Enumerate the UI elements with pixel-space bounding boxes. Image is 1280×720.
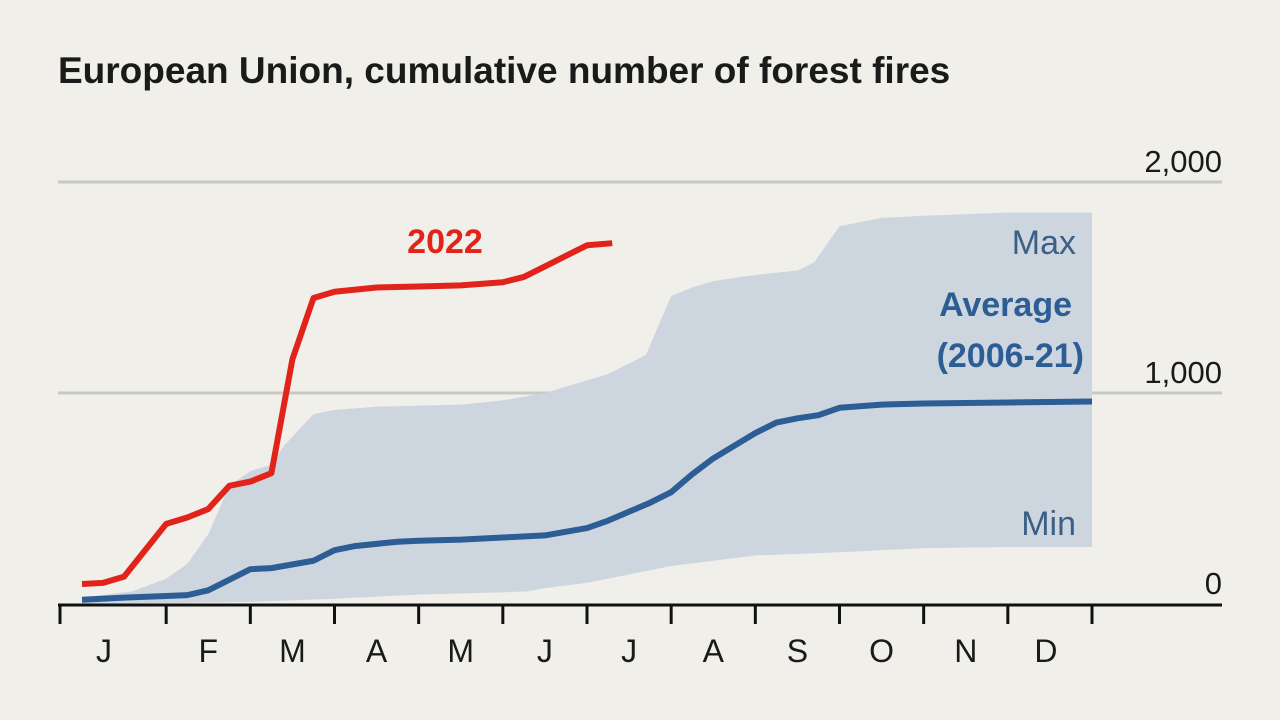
chart-labels: 0 1,000 2,000 J F M A M J J A S O N D 2022 Max Average (20… [96,144,1222,669]
label-average-period: (2006-21) [937,337,1084,375]
month-label: M [447,633,474,669]
line-2022 [81,240,613,587]
month-label: J [621,633,637,669]
label-max: Max [1012,224,1076,262]
chart-title: European Union, cumulative number of for… [58,50,951,91]
month-label: O [869,633,894,669]
y-tick-label: 0 [1205,566,1222,601]
month-label: A [703,633,725,669]
label-2022: 2022 [407,223,483,261]
y-tick-label: 2,000 [1144,144,1222,179]
x-axis [58,603,1222,624]
average-line [81,398,1093,603]
label-average: Average [939,286,1072,324]
month-label: J [96,633,112,669]
y-tick-label: 1,000 [1144,355,1222,390]
month-label: M [279,633,306,669]
month-label: A [366,633,388,669]
series-lines [81,240,1093,603]
min-max-band-area [82,212,1092,604]
label-min: Min [1021,505,1076,543]
min-max-band [82,212,1092,604]
month-label: N [954,633,977,669]
month-label: J [537,633,553,669]
month-label: D [1034,633,1057,669]
month-label: F [198,633,218,669]
month-label: S [787,633,808,669]
